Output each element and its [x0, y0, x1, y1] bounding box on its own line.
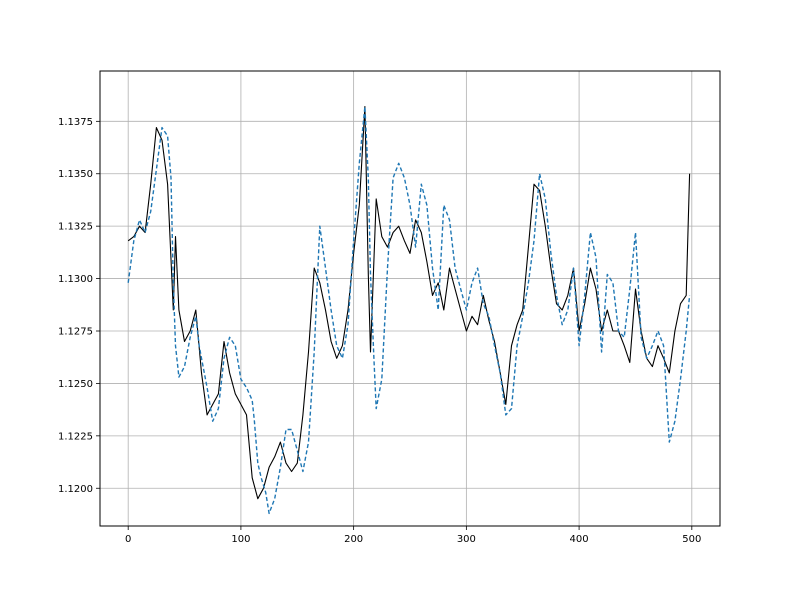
y-tick-label: 1.1375: [58, 117, 93, 128]
series-line-dashed: [127, 105, 691, 515]
x-tick-label: 300: [457, 534, 476, 545]
x-tick-label: 0: [125, 534, 131, 545]
y-tick-label: 1.1300: [58, 274, 93, 285]
y-tick-label: 1.1325: [58, 222, 93, 233]
x-tick-label: 400: [570, 534, 589, 545]
axes-frame: [99, 70, 721, 527]
y-axis-ticks: 1.1200 1.1225 1.1250 1.1275 1.1300 1.1325 1.13…: [58, 117, 100, 495]
y-tick-label: 1.1250: [58, 379, 93, 390]
x-tick-label: 100: [231, 534, 250, 545]
x-tick-label: 500: [682, 534, 701, 545]
series-line-solid: [127, 106, 691, 500]
x-axis-ticks: 0 100 200 300 400 500: [125, 526, 701, 545]
y-tick-label: 1.1200: [58, 484, 93, 495]
y-tick-label: 1.1350: [58, 169, 93, 180]
plot-area: [127, 105, 691, 515]
x-tick-label: 200: [344, 534, 363, 545]
y-tick-label: 1.1275: [58, 327, 93, 338]
grid-lines: [100, 71, 720, 526]
y-tick-label: 1.1225: [58, 431, 93, 442]
